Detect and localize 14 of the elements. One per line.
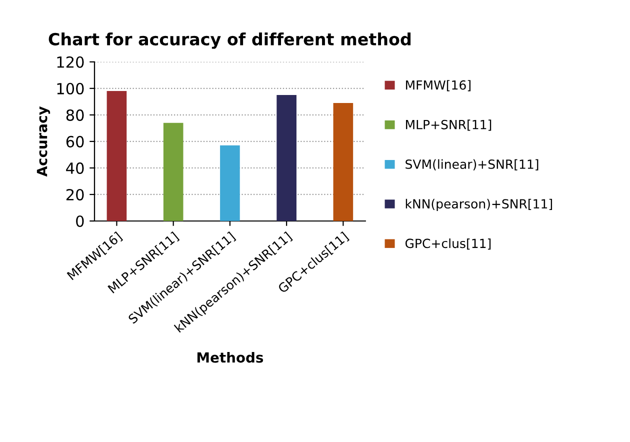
y-tick-label: 0 <box>76 215 84 228</box>
y-tick-label: 100 <box>57 82 84 94</box>
y-tick-label: 20 <box>66 188 84 200</box>
legend-label: kNN(pearson)+SNR[11] <box>406 198 552 211</box>
x-axis-title: Methods <box>197 352 264 363</box>
y-tick-label: 60 <box>66 136 84 148</box>
y-tick-label: 40 <box>66 162 84 174</box>
y-axis-title: Accuracy <box>36 106 50 177</box>
legend-label: MFMW[16] <box>406 80 470 92</box>
y-tick-label: 120 <box>57 56 84 68</box>
legend-label: MLP+SNR[11] <box>406 120 492 131</box>
y-tick-label: 80 <box>66 109 84 121</box>
legend-label: SVM(linear)+SNR[11] <box>406 159 538 170</box>
chart-title: Chart for accuracy of different method <box>48 32 411 49</box>
